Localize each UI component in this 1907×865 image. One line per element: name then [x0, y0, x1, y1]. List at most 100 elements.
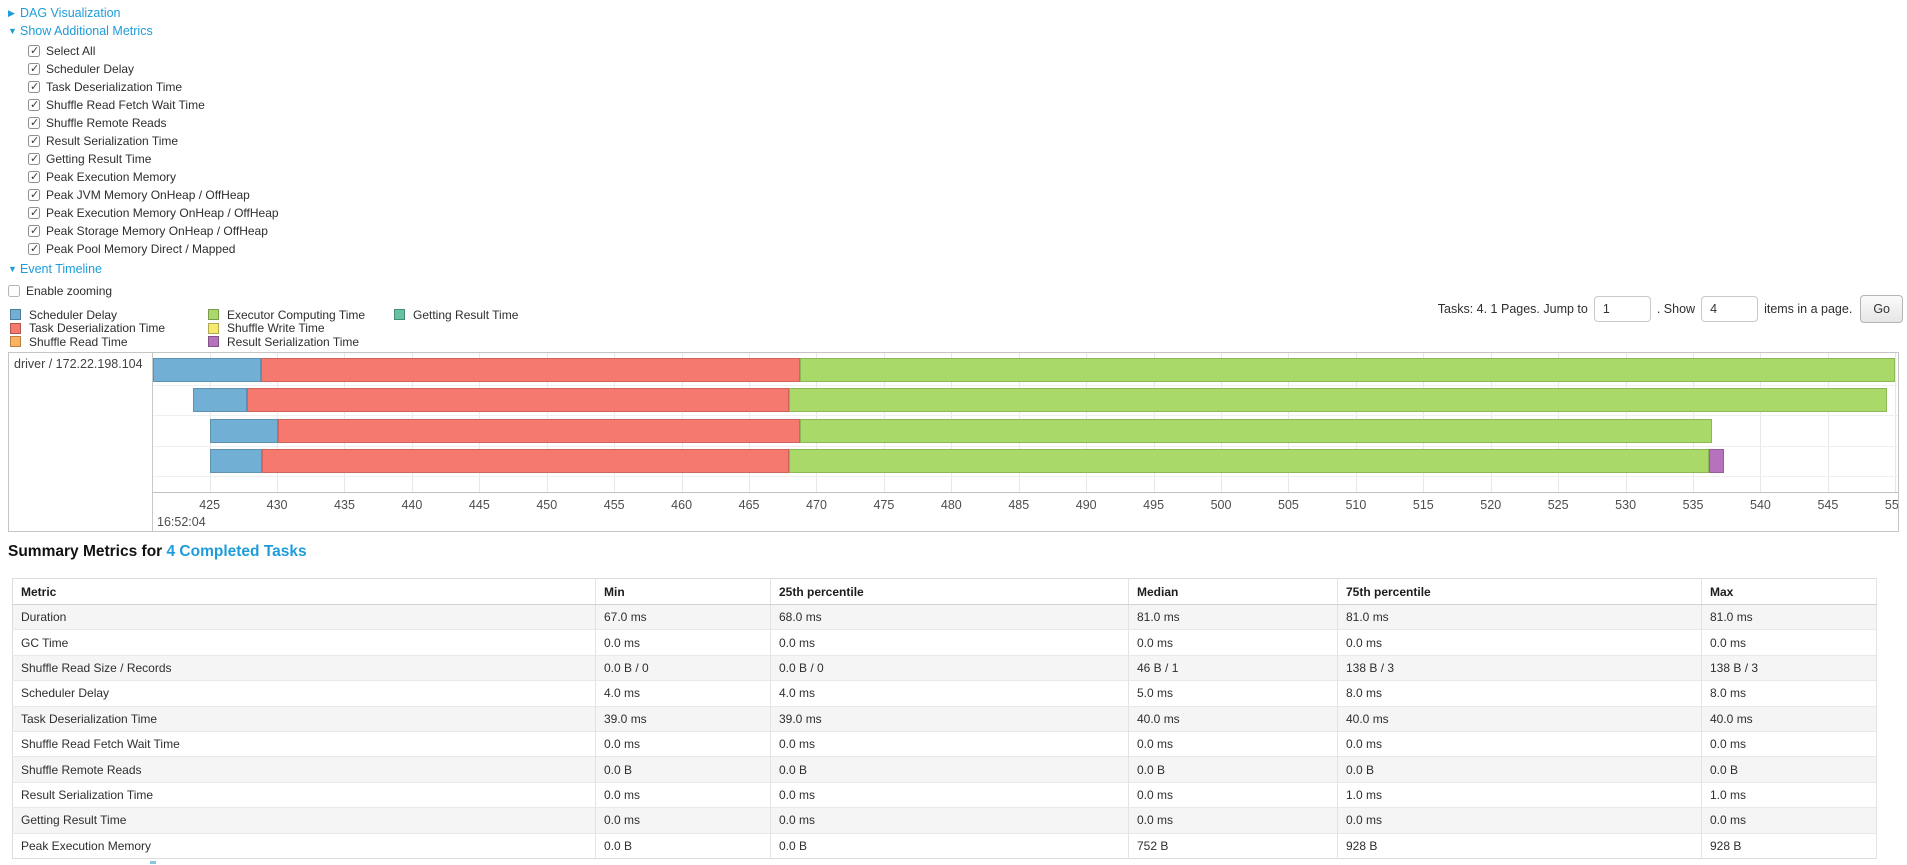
axis-tick-label: 445	[468, 498, 490, 512]
table-header-cell: Min	[595, 578, 771, 605]
metric-checkbox[interactable]	[28, 242, 40, 255]
metric-checkbox[interactable]	[28, 152, 40, 165]
timeline-group-column: driver / 172.22.198.104	[9, 353, 153, 531]
metric-value-cell: 0.0 B	[595, 832, 771, 859]
axis-tick-label: 505	[1278, 498, 1299, 512]
table-row: Shuffle Read Fetch Wait Time 0.0 ms 0.0 ms…	[12, 730, 1877, 757]
axis-tick-label: 465	[738, 498, 760, 512]
legend-label: Shuffle Read Time	[29, 334, 128, 349]
clipped-next-section-fragment	[150, 861, 156, 864]
metric-value-cell: 0.0 B	[770, 756, 1129, 783]
event-timeline-toggle[interactable]: ▼ Event Timeline	[8, 262, 279, 277]
legend-column: Executor Computing Time Shuffle Write Tim…	[208, 308, 380, 349]
metric-value-cell: 0.0 B	[1337, 756, 1702, 783]
additional-metrics-checkbox-list: Select All Scheduler Delay Task Deserializ…	[28, 42, 279, 258]
axis-major-time-label: 16:52:04	[157, 515, 206, 529]
metric-value-cell: 46 B / 1	[1128, 654, 1338, 681]
timeline-legend: Scheduler Delay Task Deserialization Time…	[10, 308, 532, 349]
event-timeline-label: Event Timeline	[20, 262, 102, 276]
task-timeline-bar[interactable]	[153, 358, 1896, 382]
enable-zooming-label: Enable zooming	[26, 284, 113, 298]
metric-checkbox-row: Shuffle Read Fetch Wait Time	[28, 96, 279, 114]
row-separator	[153, 384, 1898, 386]
task-timeline-bar[interactable]	[209, 418, 1712, 443]
enable-zooming-row: Enable zooming	[8, 282, 279, 300]
metric-value-cell: 5.0 ms	[1128, 680, 1338, 707]
metric-value-cell: 8.0 ms	[1701, 680, 1877, 707]
metric-name-cell: Shuffle Read Fetch Wait Time	[12, 730, 596, 757]
enable-zooming-checkbox[interactable]	[8, 285, 20, 297]
metric-value-cell: 0.0 B	[1701, 756, 1877, 783]
timeline-axis: 425 430 435 440 445 450 455 460 465 470 475 480 485 4…	[153, 494, 1898, 533]
legend-item: Shuffle Read Time	[10, 335, 194, 349]
metric-checkbox[interactable]	[28, 206, 40, 219]
axis-tick-label: 455	[603, 498, 625, 512]
metric-checkbox[interactable]	[28, 44, 40, 57]
metric-value-cell: 0.0 ms	[1128, 807, 1338, 834]
axis-tick-label: 515	[1412, 498, 1434, 512]
scheduler-delay-segment	[153, 358, 261, 382]
metric-checkbox[interactable]	[28, 116, 40, 129]
row-separator	[153, 415, 1898, 416]
timeline-plot-area	[153, 353, 1898, 493]
legend-item: Getting Result Time	[394, 308, 518, 322]
legend-item: Shuffle Write Time	[208, 321, 380, 335]
legend-item: Executor Computing Time	[208, 308, 380, 322]
table-row: Getting Result Time 0.0 ms 0.0 ms 0.0 ms 0.0…	[12, 807, 1877, 834]
table-row: Shuffle Remote Reads 0.0 B 0.0 B 0.0 B 0.0 B…	[12, 756, 1877, 783]
chevron-down-icon: ▼	[8, 26, 17, 36]
metric-checkbox[interactable]	[28, 134, 40, 147]
axis-tick-label: 435	[334, 498, 355, 512]
metric-value-cell: 928 B	[1701, 832, 1877, 859]
metric-checkbox-row: Peak JVM Memory OnHeap / OffHeap	[28, 186, 279, 204]
legend-swatch-icon	[394, 309, 405, 321]
event-timeline-chart: driver / 172.22.198.104 425 430 435 440 445 4…	[8, 352, 1899, 532]
table-row: Scheduler Delay 4.0 ms 4.0 ms 5.0 ms 8.0 ms 8…	[12, 680, 1877, 707]
metric-value-cell: 0.0 B / 0	[770, 654, 1129, 681]
metric-value-cell: 81.0 ms	[1701, 603, 1877, 630]
metric-value-cell: 0.0 ms	[595, 730, 771, 757]
metric-name-cell: Getting Result Time	[12, 807, 596, 834]
metric-name-cell: Task Deserialization Time	[12, 705, 596, 732]
items-per-page-input[interactable]	[1701, 296, 1759, 322]
metric-value-cell: 40.0 ms	[1337, 705, 1702, 732]
table-row: Shuffle Read Size / Records 0.0 B / 0 0.0 …	[12, 654, 1877, 681]
metric-checkbox[interactable]	[28, 170, 40, 183]
metric-value-cell: 752 B	[1128, 832, 1338, 859]
jump-to-page-input[interactable]	[1593, 296, 1651, 322]
table-row: Result Serialization Time 0.0 ms 0.0 ms 0.0…	[12, 781, 1877, 808]
dag-visualization-toggle[interactable]: ▶ DAG Visualization	[8, 6, 279, 21]
executor-computing-segment	[789, 449, 1710, 474]
metric-checkbox[interactable]	[28, 62, 40, 75]
metric-name-cell: Shuffle Remote Reads	[12, 756, 596, 783]
metric-checkbox[interactable]	[28, 98, 40, 111]
metric-value-cell: 928 B	[1337, 832, 1702, 859]
table-row: Task Deserialization Time 39.0 ms 39.0 ms 4…	[12, 705, 1877, 732]
show-additional-metrics-toggle[interactable]: ▼ Show Additional Metrics	[8, 24, 279, 39]
metric-checkbox[interactable]	[28, 224, 40, 237]
gridline	[1760, 353, 1762, 492]
executor-computing-segment	[800, 358, 1896, 382]
metric-value-cell: 0.0 B	[595, 756, 771, 783]
chevron-down-icon: ▼	[8, 264, 17, 274]
metric-name-cell: Duration	[12, 603, 596, 630]
legend-swatch-icon	[208, 322, 219, 334]
task-timeline-bar[interactable]	[209, 449, 1724, 474]
metric-value-cell: 67.0 ms	[595, 603, 771, 630]
metric-checkbox[interactable]	[28, 188, 40, 201]
legend-swatch-icon	[208, 309, 219, 321]
completed-tasks-link[interactable]: 4 Completed Tasks	[166, 543, 307, 560]
metric-value-cell: 0.0 ms	[1337, 629, 1702, 656]
metric-checkbox[interactable]	[28, 80, 40, 93]
metric-value-cell: 4.0 ms	[595, 680, 771, 707]
metric-value-cell: 0.0 ms	[1337, 807, 1702, 834]
metric-value-cell: 0.0 B / 0	[595, 654, 771, 681]
metric-value-cell: 40.0 ms	[1128, 705, 1338, 732]
metric-value-cell: 0.0 ms	[595, 807, 771, 834]
row-separator	[153, 445, 1898, 447]
go-button[interactable]: Go	[1860, 295, 1903, 323]
metric-checkbox-label: Peak Pool Memory Direct / Mapped	[46, 242, 236, 256]
task-deserialization-segment	[278, 418, 801, 443]
task-timeline-bar[interactable]	[193, 388, 1888, 413]
axis-tick-label: 430	[266, 498, 288, 512]
